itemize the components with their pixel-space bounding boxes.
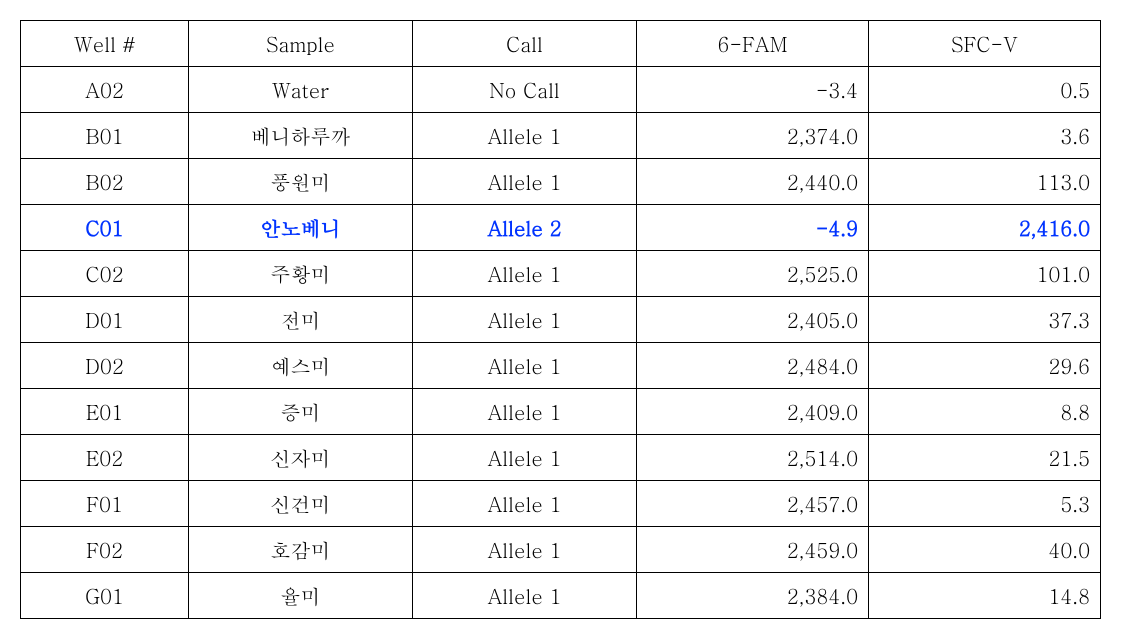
- column-header-call: Call: [413, 21, 637, 67]
- cell-sfc: 0.5: [869, 67, 1101, 113]
- cell-well: B01: [21, 113, 189, 159]
- cell-call: Allele 1: [413, 251, 637, 297]
- table-row: F01신건미Allele 12,457.05.3: [21, 481, 1101, 527]
- cell-fam: 2,409.0: [637, 389, 869, 435]
- cell-call: Allele 1: [413, 389, 637, 435]
- cell-sfc: 2,416.0: [869, 205, 1101, 251]
- cell-well: D01: [21, 297, 189, 343]
- cell-well: G01: [21, 573, 189, 619]
- cell-sample: 전미: [189, 297, 413, 343]
- table-header: Well #SampleCall6-FAMSFC-V: [21, 21, 1101, 67]
- table-row: C01안노베니Allele 2-4.92,416.0: [21, 205, 1101, 251]
- column-header-sfc: SFC-V: [869, 21, 1101, 67]
- cell-well: B02: [21, 159, 189, 205]
- cell-sfc: 8.8: [869, 389, 1101, 435]
- cell-sample: 율미: [189, 573, 413, 619]
- cell-sfc: 21.5: [869, 435, 1101, 481]
- table-row: A02WaterNo Call-3.40.5: [21, 67, 1101, 113]
- cell-call: Allele 1: [413, 481, 637, 527]
- cell-fam: 2,374.0: [637, 113, 869, 159]
- cell-call: Allele 1: [413, 435, 637, 481]
- cell-sfc: 101.0: [869, 251, 1101, 297]
- cell-sample: 베니하루까: [189, 113, 413, 159]
- table-row: B01베니하루까Allele 12,374.03.6: [21, 113, 1101, 159]
- cell-call: Allele 2: [413, 205, 637, 251]
- cell-well: A02: [21, 67, 189, 113]
- cell-sfc: 113.0: [869, 159, 1101, 205]
- cell-sfc: 5.3: [869, 481, 1101, 527]
- table-row: G01율미Allele 12,384.014.8: [21, 573, 1101, 619]
- cell-sample: 신자미: [189, 435, 413, 481]
- cell-fam: 2,457.0: [637, 481, 869, 527]
- cell-call: Allele 1: [413, 159, 637, 205]
- cell-well: F01: [21, 481, 189, 527]
- cell-fam: -4.9: [637, 205, 869, 251]
- cell-sample: 호감미: [189, 527, 413, 573]
- cell-well: D02: [21, 343, 189, 389]
- cell-sfc: 14.8: [869, 573, 1101, 619]
- cell-call: No Call: [413, 67, 637, 113]
- table-row: E01증미Allele 12,409.08.8: [21, 389, 1101, 435]
- cell-sfc: 3.6: [869, 113, 1101, 159]
- table-row: D02예스미Allele 12,484.029.6: [21, 343, 1101, 389]
- cell-sfc: 29.6: [869, 343, 1101, 389]
- cell-fam: 2,514.0: [637, 435, 869, 481]
- cell-well: E01: [21, 389, 189, 435]
- cell-well: C01: [21, 205, 189, 251]
- cell-sample: 예스미: [189, 343, 413, 389]
- cell-sfc: 40.0: [869, 527, 1101, 573]
- table-body: A02WaterNo Call-3.40.5B01베니하루까Allele 12,…: [21, 67, 1101, 619]
- table-row: C02주황미Allele 12,525.0101.0: [21, 251, 1101, 297]
- cell-fam: 2,484.0: [637, 343, 869, 389]
- cell-fam: 2,405.0: [637, 297, 869, 343]
- cell-sample: 주황미: [189, 251, 413, 297]
- column-header-fam: 6-FAM: [637, 21, 869, 67]
- cell-call: Allele 1: [413, 297, 637, 343]
- cell-fam: 2,384.0: [637, 573, 869, 619]
- cell-fam: 2,459.0: [637, 527, 869, 573]
- cell-sample: 신건미: [189, 481, 413, 527]
- cell-fam: 2,525.0: [637, 251, 869, 297]
- table-row: B02풍원미Allele 12,440.0113.0: [21, 159, 1101, 205]
- table-row: D01전미Allele 12,405.037.3: [21, 297, 1101, 343]
- table-row: E02신자미Allele 12,514.021.5: [21, 435, 1101, 481]
- table-row: F02호감미Allele 12,459.040.0: [21, 527, 1101, 573]
- cell-well: C02: [21, 251, 189, 297]
- cell-call: Allele 1: [413, 527, 637, 573]
- cell-call: Allele 1: [413, 573, 637, 619]
- cell-sample: 안노베니: [189, 205, 413, 251]
- cell-well: E02: [21, 435, 189, 481]
- cell-call: Allele 1: [413, 113, 637, 159]
- column-header-sample: Sample: [189, 21, 413, 67]
- cell-fam: 2,440.0: [637, 159, 869, 205]
- allele-data-table: Well #SampleCall6-FAMSFC-V A02WaterNo Ca…: [20, 20, 1101, 619]
- cell-call: Allele 1: [413, 343, 637, 389]
- cell-fam: -3.4: [637, 67, 869, 113]
- cell-sample: 증미: [189, 389, 413, 435]
- cell-sfc: 37.3: [869, 297, 1101, 343]
- cell-well: F02: [21, 527, 189, 573]
- cell-sample: Water: [189, 67, 413, 113]
- column-header-well: Well #: [21, 21, 189, 67]
- cell-sample: 풍원미: [189, 159, 413, 205]
